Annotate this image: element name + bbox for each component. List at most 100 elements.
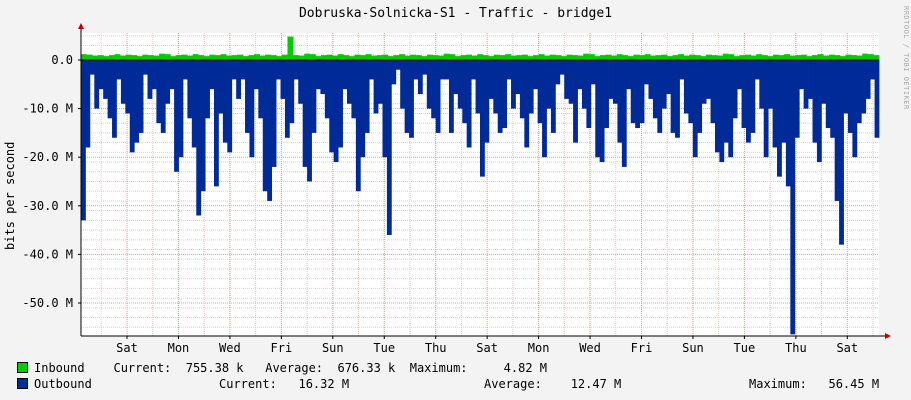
outbound-bar bbox=[772, 60, 778, 148]
inbound-bar bbox=[175, 55, 182, 60]
outbound-bar bbox=[728, 60, 734, 158]
outbound-bar bbox=[697, 60, 703, 133]
outbound-bar bbox=[506, 60, 512, 80]
outbound-bar bbox=[821, 60, 827, 104]
inbound-bar bbox=[415, 55, 422, 60]
outbound-bar bbox=[329, 60, 335, 153]
inbound-bar bbox=[170, 56, 177, 60]
inbound-bar bbox=[114, 54, 121, 60]
outbound-average: 12.47 M bbox=[570, 377, 622, 391]
inbound-average: 676.33 k bbox=[337, 361, 396, 375]
x-tick-label: Sat bbox=[116, 341, 138, 355]
outbound-bar bbox=[706, 60, 711, 99]
inbound-bar bbox=[538, 54, 545, 60]
outbound-bar bbox=[763, 60, 769, 158]
inbound-bar bbox=[220, 54, 227, 60]
outbound-bar bbox=[98, 60, 104, 90]
inbound-bar bbox=[661, 54, 668, 60]
x-tick-label: Mon bbox=[528, 341, 550, 355]
outbound-bar bbox=[639, 60, 645, 124]
outbound-bar bbox=[626, 60, 632, 90]
outbound-label: Outbound bbox=[34, 377, 92, 391]
outbound-bar bbox=[737, 60, 742, 90]
legend-inbound: Inbound Current: 755.38 k Average: 676.3… bbox=[17, 361, 547, 375]
inbound-bar bbox=[655, 55, 662, 60]
outbound-bar bbox=[231, 60, 237, 80]
inbound-bar bbox=[599, 55, 606, 60]
outbound-bar bbox=[271, 60, 277, 167]
inbound-bar bbox=[281, 54, 288, 60]
outbound-bar bbox=[386, 60, 392, 235]
inbound-bar bbox=[823, 55, 830, 60]
outbound-bar bbox=[293, 60, 299, 80]
outbound-bar bbox=[205, 60, 210, 119]
inbound-bar bbox=[644, 54, 651, 60]
inbound-bar bbox=[616, 54, 623, 60]
outbound-bar bbox=[249, 60, 255, 158]
outbound-current: 16.32 M bbox=[298, 377, 350, 391]
inbound-bar bbox=[426, 54, 433, 60]
inbound-bar bbox=[756, 54, 763, 60]
outbound-bar bbox=[125, 60, 131, 114]
outbound-bar bbox=[808, 60, 813, 99]
outbound-bar bbox=[528, 60, 534, 114]
outbound-bar bbox=[519, 60, 525, 119]
outbound-bar bbox=[830, 60, 836, 138]
inbound-bar bbox=[795, 55, 802, 60]
outbound-bar bbox=[542, 60, 547, 158]
outbound-bar bbox=[559, 60, 565, 75]
inbound-bar bbox=[242, 56, 249, 60]
outbound-bar bbox=[874, 60, 880, 138]
outbound-bar bbox=[670, 60, 676, 133]
inbound-bar bbox=[399, 54, 406, 60]
x-tick-label: Wed bbox=[579, 341, 601, 355]
outbound-bar bbox=[302, 60, 308, 167]
inbound-bar bbox=[214, 55, 221, 60]
outbound-bar bbox=[214, 60, 219, 187]
inbound-bar bbox=[181, 54, 188, 60]
outbound-current-group: Current: 16.32 M bbox=[219, 377, 349, 391]
inbound-bar bbox=[410, 54, 417, 60]
outbound-bar bbox=[338, 60, 343, 148]
inbound-bar bbox=[711, 55, 718, 60]
outbound-bar bbox=[413, 60, 419, 80]
outbound-bar bbox=[426, 60, 432, 109]
inbound-bar bbox=[851, 55, 858, 60]
inbound-bar bbox=[343, 55, 350, 60]
inbound-bar bbox=[834, 55, 841, 60]
inbound-bar bbox=[248, 55, 255, 60]
inbound-bar bbox=[784, 54, 791, 60]
inbound-bar bbox=[493, 54, 500, 60]
outbound-maximum: 56.45 M bbox=[828, 377, 880, 391]
outbound-bar bbox=[409, 60, 414, 138]
outbound-bar bbox=[812, 60, 818, 143]
outbound-bar bbox=[107, 60, 113, 119]
outbound-bar bbox=[382, 60, 388, 158]
inbound-bar bbox=[382, 54, 389, 60]
outbound-bar bbox=[586, 60, 592, 129]
inbound-bar bbox=[505, 54, 512, 60]
inbound-bar bbox=[572, 55, 579, 60]
outbound-bar bbox=[666, 60, 672, 95]
inbound-bar bbox=[873, 55, 880, 60]
inbound-bar bbox=[147, 55, 154, 60]
inbound-bar bbox=[739, 55, 746, 60]
outbound-bar bbox=[280, 60, 286, 99]
outbound-bar bbox=[103, 60, 108, 99]
inbound-bar bbox=[376, 55, 383, 60]
outbound-bar bbox=[351, 60, 357, 119]
outbound-bar bbox=[746, 60, 751, 143]
outbound-bar bbox=[861, 60, 867, 114]
inbound-bar bbox=[231, 55, 238, 60]
outbound-bar bbox=[661, 60, 667, 109]
inbound-bar bbox=[365, 54, 372, 60]
outbound-bar bbox=[378, 60, 383, 104]
y-axis-label: bits per second bbox=[3, 141, 17, 250]
outbound-bar bbox=[714, 60, 720, 153]
outbound-bar bbox=[497, 60, 503, 133]
chart-title: Dobruska-Solnicka-S1 - Traffic - bridge1 bbox=[298, 6, 613, 21]
x-tick-label: Fri bbox=[631, 341, 653, 355]
inbound-bar bbox=[544, 55, 551, 60]
inbound-bar bbox=[237, 54, 244, 60]
outbound-bar bbox=[630, 60, 636, 124]
